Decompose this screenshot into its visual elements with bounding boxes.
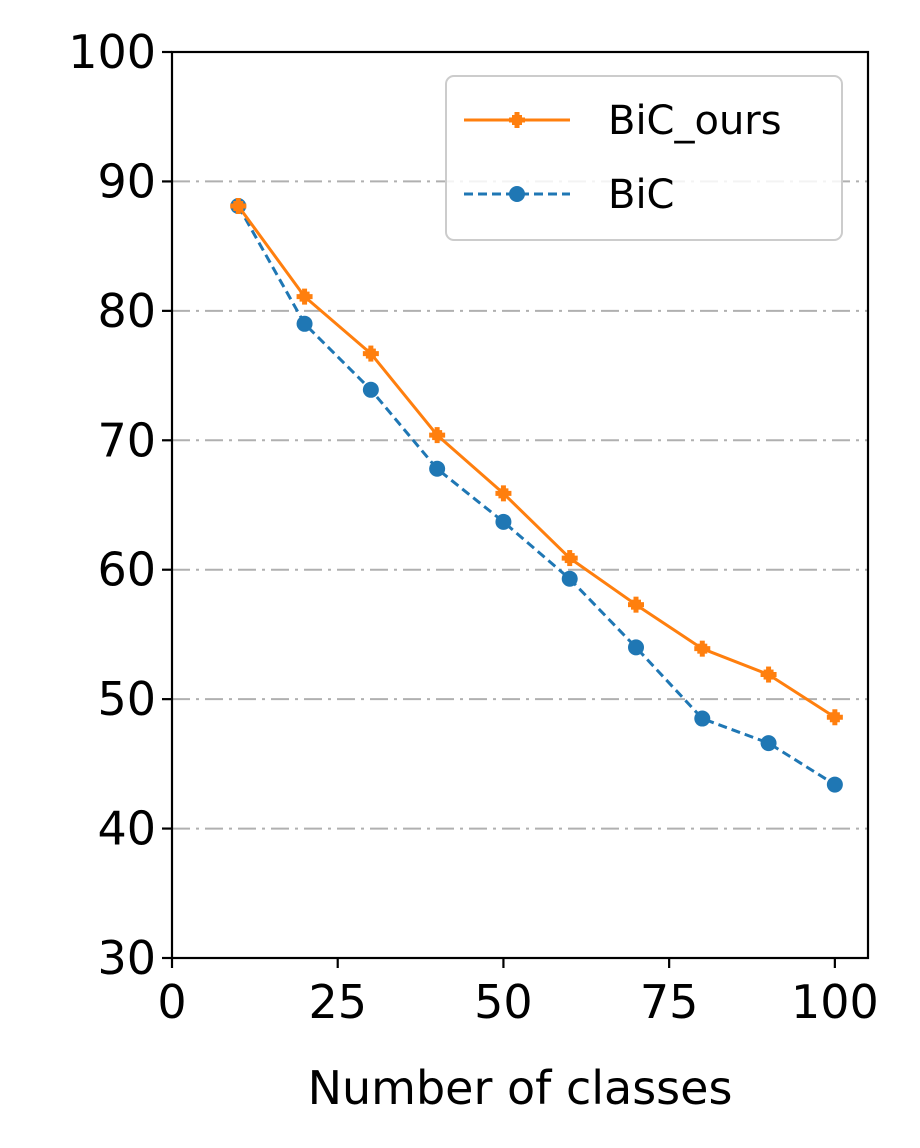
y-tick-label: 100	[68, 25, 156, 79]
data-point-bic-ours	[760, 666, 777, 683]
x-tick-label: 0	[157, 975, 186, 1029]
x-axis-ticks: 0 25 50 75 100	[157, 958, 879, 1029]
data-point-bic	[694, 710, 711, 727]
y-tick-label: 80	[97, 284, 156, 338]
data-point-bic	[561, 570, 578, 587]
grid-lines	[172, 180, 868, 830]
legend: BiC_ours BiC	[445, 75, 843, 241]
data-point-bic	[495, 513, 512, 530]
legend-label-bic-ours: BiC_ours	[608, 98, 782, 144]
data-point-bic	[628, 639, 644, 656]
data-point-bic-ours	[362, 345, 379, 362]
data-point-bic-ours	[429, 427, 446, 444]
data-point-bic	[362, 381, 379, 398]
plot-area-frame	[170, 50, 870, 960]
series-line-bic	[236, 205, 836, 786]
data-point-bic-ours	[826, 709, 843, 726]
data-point-bic	[296, 315, 313, 332]
x-tick-label: 25	[308, 975, 367, 1029]
x-tick-label: 100	[791, 975, 879, 1029]
legend-box	[445, 75, 843, 241]
y-tick-label: 30	[97, 931, 156, 985]
legend-marker-symbol	[509, 112, 525, 128]
series-line-bic-ours	[237, 205, 836, 719]
data-point-bic-ours	[230, 198, 247, 215]
data-point-bic	[760, 735, 777, 752]
series-layer	[230, 198, 843, 793]
data-point-bic	[429, 460, 446, 477]
data-point-bic-ours	[628, 596, 644, 613]
y-tick-label: 90	[97, 154, 156, 208]
data-point-bic	[826, 776, 843, 793]
y-tick-label: 60	[97, 543, 156, 597]
y-tick-label: 70	[97, 413, 156, 467]
x-tick-label: 75	[640, 975, 699, 1029]
data-point-bic-ours	[694, 640, 711, 657]
y-tick-label: 40	[97, 802, 156, 856]
x-tick-label: 50	[474, 975, 533, 1029]
x-axis-title: Number of classes	[308, 1061, 733, 1115]
legend-label-bic: BiC	[608, 172, 674, 218]
data-point-bic-ours	[296, 288, 313, 305]
y-tick-label: 50	[97, 672, 156, 726]
data-point-bic-ours	[495, 485, 512, 502]
data-point-bic-ours	[561, 550, 578, 567]
y-axis-ticks: 30 40 50 60 70 80 90 100	[68, 25, 172, 985]
legend-marker-bic-ours	[509, 112, 525, 128]
legend-marker-symbol	[509, 186, 525, 202]
legend-marker-bic	[509, 186, 525, 202]
